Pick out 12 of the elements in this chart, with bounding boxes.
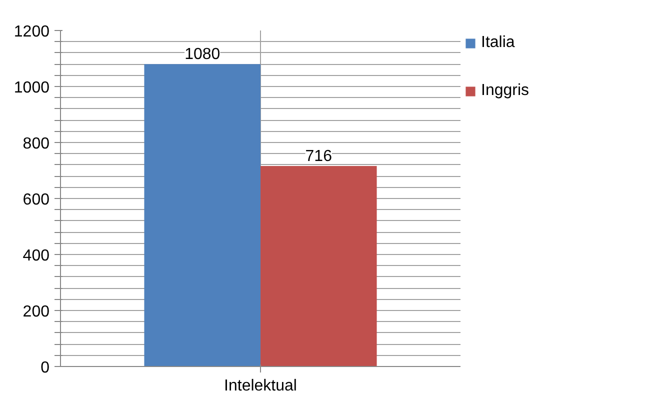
y-tick-label: 800 (22, 136, 50, 152)
x-tick-label: Intelektual (224, 378, 297, 394)
data-label: 1080 (184, 46, 220, 64)
y-tick-label: 0 (40, 360, 50, 376)
legend-label: Italia (481, 34, 515, 52)
y-tick-label: 1000 (14, 80, 50, 96)
y-tick-label: 600 (22, 192, 50, 208)
y-tick-label: 400 (22, 248, 50, 264)
legend-label: Inggris (481, 82, 530, 100)
y-tick-label: 200 (22, 304, 50, 320)
y-tick-label: 1200 (14, 24, 50, 40)
data-label: 716 (305, 148, 332, 166)
